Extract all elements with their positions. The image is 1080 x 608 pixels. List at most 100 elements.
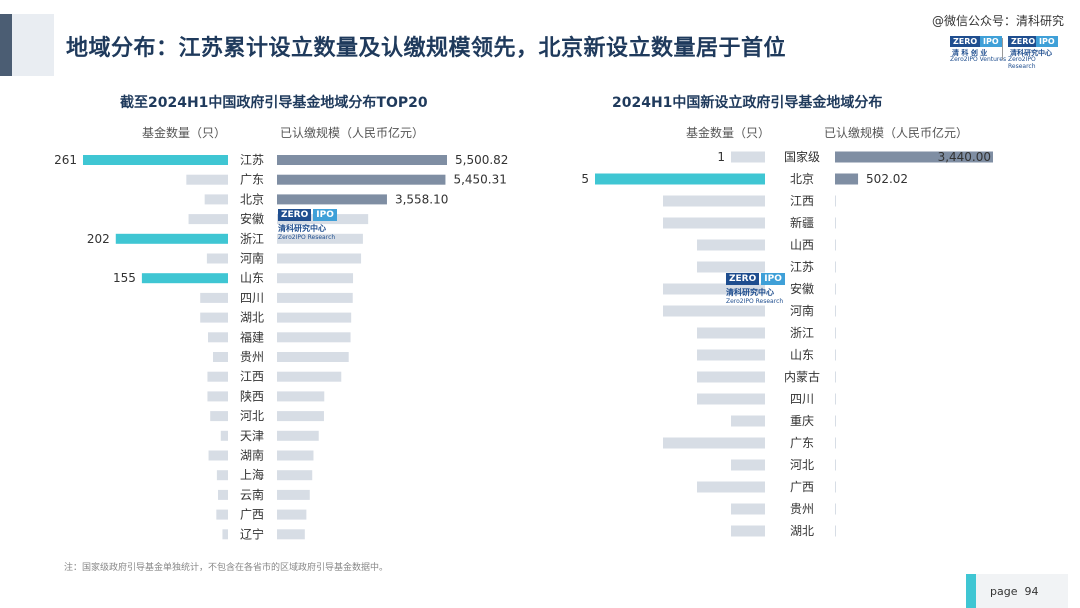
amount-bar [277, 332, 351, 343]
category-label: 江苏 [790, 260, 814, 274]
logo-divider [1002, 38, 1003, 60]
amount-bar [277, 450, 314, 461]
count-bar [216, 509, 228, 520]
amount-value-label: 5,500.82 [455, 153, 508, 167]
amount-bar [835, 217, 836, 229]
count-value-label: 155 [113, 271, 136, 285]
category-label: 广东 [790, 436, 814, 450]
logo-cn-left: 清 科 创 业 [952, 49, 988, 57]
count-bar [222, 529, 228, 540]
amount-bar [835, 415, 836, 427]
category-label: 广西 [240, 508, 264, 522]
category-label: 山东 [790, 348, 814, 362]
count-bar [207, 371, 228, 382]
wm2-zero: ZERO [726, 273, 760, 285]
logo-en-left: Zero2IPO Ventures [950, 56, 1007, 63]
page-indicator: page 94 [966, 574, 1068, 608]
amount-bar [835, 261, 836, 273]
count-bar [663, 283, 765, 295]
category-label: 河南 [790, 303, 814, 318]
page-accent [966, 574, 976, 608]
count-bar [200, 312, 228, 323]
wm1-ipo: IPO [313, 209, 337, 221]
category-label: 湖北 [240, 310, 264, 325]
amount-bar [835, 393, 836, 405]
amount-bar [277, 194, 387, 205]
amount-bar [277, 174, 446, 185]
logo-cn-right: 清科研究中心 [1010, 49, 1052, 57]
logo-en-right: Zero2IPO Research [1008, 56, 1036, 70]
wm2-ipo: IPO [761, 273, 785, 285]
category-label: 山东 [240, 271, 264, 285]
count-bar [213, 352, 228, 362]
wm1-zero: ZERO [278, 209, 312, 221]
count-bar [731, 151, 765, 163]
category-label: 四川 [240, 291, 264, 305]
chart1-left-header: 基金数量（只） [142, 126, 227, 140]
category-label: 福建 [240, 329, 264, 344]
header-accent-light [12, 14, 54, 76]
chart2-title: 2024H1中国新设立政府引导基金地域分布 [612, 95, 883, 111]
amount-value-label: 3,440.00 [938, 150, 991, 164]
count-bar [200, 292, 228, 303]
chart2-left-header: 基金数量（只） [686, 126, 771, 140]
count-bar [141, 273, 228, 284]
amount-bar [277, 233, 363, 244]
amount-bar [277, 391, 325, 402]
amount-value-label: 3,558.10 [395, 192, 448, 206]
amount-bar [277, 253, 362, 264]
amount-bar [835, 305, 836, 317]
amount-bar [277, 312, 352, 323]
category-label: 陕西 [240, 388, 264, 403]
category-label: 天津 [240, 429, 264, 443]
category-label: 浙江 [790, 326, 814, 340]
amount-bar [835, 173, 859, 185]
count-bar [697, 393, 765, 405]
amount-bar [835, 371, 836, 383]
category-label: 国家级 [784, 149, 820, 164]
amount-bar [835, 239, 836, 251]
category-label: 山西 [790, 238, 814, 252]
amount-bar [277, 352, 349, 362]
category-label: 重庆 [790, 414, 814, 428]
amount-bar [835, 349, 836, 361]
count-bar [697, 371, 765, 383]
amount-value-label: 5,450.31 [453, 173, 506, 187]
category-label: 北京 [240, 192, 264, 206]
amount-bar [277, 292, 353, 303]
count-bar [208, 450, 228, 461]
category-label: 内蒙古 [784, 369, 820, 384]
count-bar [697, 239, 765, 251]
category-label: 广东 [240, 173, 264, 187]
count-bar [663, 195, 765, 207]
amount-bar [277, 273, 354, 284]
count-bar [697, 481, 765, 493]
chart2-right-header: 已认缴规模（人民币亿元） [824, 126, 969, 140]
count-bar [697, 349, 765, 361]
watermark-logo-2: ZERO IPO 清科研究中心 Zero2IPO Research [726, 266, 785, 305]
count-bar [663, 305, 765, 317]
category-label: 河北 [790, 458, 814, 472]
count-bar [697, 327, 765, 339]
chart1-right-header: 已认缴规模（人民币亿元） [280, 126, 425, 140]
count-bar [115, 233, 228, 244]
count-bar [188, 214, 228, 225]
wechat-watermark: @微信公众号：清科研究 [931, 14, 1064, 28]
header-accent [0, 14, 12, 76]
count-value-label: 202 [87, 232, 110, 246]
count-bar [663, 217, 765, 229]
chart1-title: 截至2024H1中国政府引导基金地域分布TOP20 [120, 95, 428, 111]
count-bar [731, 415, 765, 427]
amount-bar [835, 151, 993, 163]
count-bar [218, 489, 228, 500]
category-label: 上海 [240, 467, 264, 482]
category-label: 安徽 [790, 281, 814, 296]
category-label: 湖南 [240, 448, 264, 463]
wm1-en: Zero2IPO Research [278, 234, 336, 241]
category-label: 云南 [240, 487, 264, 502]
page-number: 94 [1024, 585, 1039, 598]
amount-bar [835, 503, 836, 515]
amount-bar [835, 327, 836, 339]
wm1-cn: 清科研究中心 [278, 224, 326, 233]
amount-bar [277, 411, 324, 422]
